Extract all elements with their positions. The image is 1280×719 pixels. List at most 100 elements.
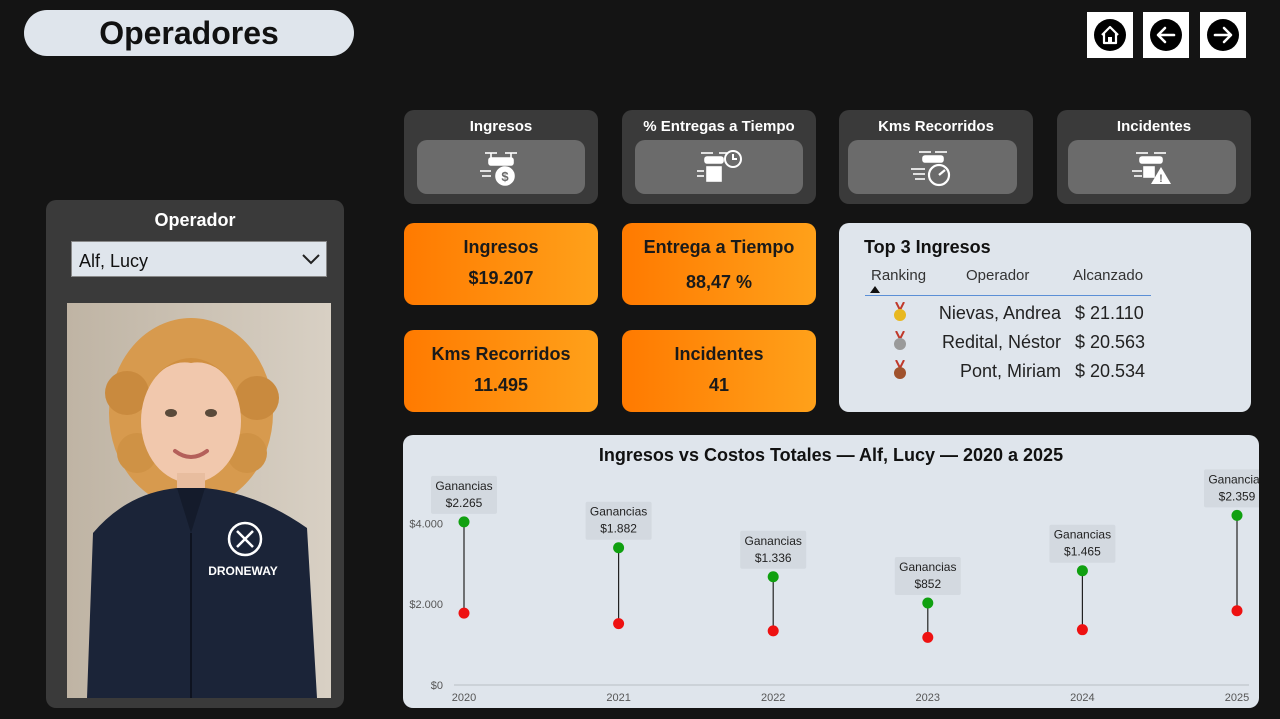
header-divider — [865, 295, 1151, 296]
operador-cell: Redital, Néstor — [941, 332, 1061, 352]
annotation-value: $852 — [914, 577, 941, 591]
ingresos-point — [613, 542, 625, 554]
annotation-label: Ganancias — [435, 479, 492, 493]
drone-clock-icon — [697, 150, 742, 182]
kpi-label: Ingresos — [463, 237, 539, 257]
category-button-ingresos[interactable]: $ — [417, 140, 585, 194]
drone-money-icon: $ — [480, 152, 517, 186]
sort-ascending-icon — [870, 286, 880, 293]
page-title: Operadores — [24, 10, 354, 56]
ingresos-point — [1231, 509, 1243, 521]
back-button[interactable] — [1143, 12, 1189, 58]
category-title: % Entregas a Tiempo — [643, 118, 795, 135]
drone-warning-icon: ! — [1132, 152, 1171, 185]
costos-point — [1231, 605, 1243, 617]
annotation-box — [1049, 524, 1116, 563]
operator-panel: Operador Alf, Lucy DRONEWAY — [46, 200, 344, 708]
operator-photo: DRONEWAY — [67, 303, 331, 698]
chart-panel: Ingresos vs Costos Totales — Alf, Lucy —… — [403, 435, 1259, 708]
annotation-value: $2.265 — [446, 496, 483, 510]
chart-title: Ingresos vs Costos Totales — Alf, Lucy —… — [598, 445, 1064, 465]
gold-medal-icon — [894, 302, 906, 321]
kpi-label: Incidentes — [674, 344, 764, 364]
top3-title: Top 3 Ingresos — [864, 237, 991, 257]
chevron-down-icon — [302, 254, 320, 265]
annotation-label: Ganancias — [590, 505, 647, 519]
kpi-entrega-a-tiempo: Entrega a Tiempo 88,47 % — [622, 223, 816, 305]
category-card-entregas: % Entregas a Tiempo — [622, 110, 816, 204]
x-tick-label: 2020 — [452, 692, 476, 704]
kpi-kms-recorridos: Kms Recorridos 11.495 — [404, 330, 598, 412]
annotation-value: $1.465 — [1064, 545, 1101, 559]
annotation-box — [431, 475, 497, 514]
annotation-label: Ganancias — [1208, 472, 1259, 486]
kpi-value: 41 — [708, 375, 730, 395]
operador-cell: Nievas, Andrea — [938, 303, 1061, 323]
arrow-left-icon — [1150, 19, 1182, 51]
forward-button[interactable] — [1200, 12, 1246, 58]
annotation-label: Ganancias — [899, 560, 956, 574]
category-button-entregas[interactable] — [635, 140, 803, 194]
category-title: Kms Recorridos — [878, 118, 994, 135]
svg-text:!: ! — [1159, 173, 1163, 185]
ingresos-point — [922, 597, 934, 609]
alcanzado-cell: $ 21.110 — [1075, 303, 1144, 323]
silver-medal-icon — [894, 331, 906, 350]
annotation-value: $2.359 — [1219, 489, 1256, 503]
x-tick-label: 2025 — [1225, 692, 1249, 704]
annotation-label: Ganancias — [745, 534, 802, 548]
kpi-incidentes: Incidentes 41 — [622, 330, 816, 412]
ingresos-point — [458, 516, 470, 528]
dumbbell-chart: $0 $2.000 $4.000 2020 Ganancias $2.265 2021 Gan… — [409, 469, 1259, 704]
category-title: Ingresos — [469, 118, 533, 135]
annotation-box — [1204, 469, 1259, 508]
category-card-ingresos: Ingresos $ — [404, 110, 598, 204]
column-header-operador[interactable]: Operador — [966, 267, 1030, 284]
category-title: Incidentes — [1116, 118, 1192, 135]
costos-point — [613, 618, 625, 630]
x-tick-label: 2022 — [761, 692, 785, 704]
home-button[interactable] — [1087, 12, 1133, 58]
annotation-box — [740, 530, 807, 569]
costos-point — [458, 607, 470, 619]
y-tick-label: $0 — [431, 680, 443, 692]
annotation-value: $1.882 — [600, 522, 637, 536]
annotation-label: Ganancias — [1054, 528, 1111, 542]
ingresos-point — [767, 571, 779, 583]
x-tick-label: 2024 — [1070, 692, 1094, 704]
costos-point — [767, 625, 779, 637]
drone-speed-icon — [910, 151, 950, 187]
column-header-ranking[interactable]: Ranking — [871, 267, 927, 284]
top3-table: Top 3 Ingresos Ranking Operador Alcanzad… — [839, 223, 1251, 412]
y-tick-label: $4.000 — [409, 518, 443, 530]
table-row[interactable]: Pont, Miriam $ 20.534 — [839, 357, 1251, 386]
category-button-kms[interactable] — [848, 140, 1017, 194]
annotation-box — [585, 501, 652, 540]
kpi-ingresos: Ingresos $19.207 — [404, 223, 598, 305]
category-card-kms: Kms Recorridos — [839, 110, 1033, 204]
operator-dropdown-value: Alf, Lucy — [79, 251, 149, 271]
kpi-label: Entrega a Tiempo — [643, 237, 795, 257]
category-card-incidentes: Incidentes ! — [1057, 110, 1251, 204]
operator-panel-title: Operador — [154, 210, 236, 230]
kpi-value: 88,47 % — [685, 272, 753, 292]
kpi-label: Kms Recorridos — [431, 344, 571, 364]
column-header-alcanzado[interactable]: Alcanzado — [1073, 267, 1144, 284]
x-tick-label: 2021 — [606, 692, 630, 704]
kpi-value: 11.495 — [473, 375, 529, 395]
costos-point — [1076, 624, 1088, 636]
category-button-incidentes[interactable]: ! — [1068, 140, 1236, 194]
kpi-value: $19.207 — [468, 268, 534, 288]
operator-dropdown[interactable]: Alf, Lucy — [71, 241, 327, 277]
droneway-logo-text: DRONEWAY — [208, 564, 278, 578]
ingresos-point — [1076, 565, 1088, 577]
arrow-right-icon — [1207, 19, 1239, 51]
table-row[interactable]: Nievas, Andrea $ 21.110 — [839, 299, 1251, 328]
table-row[interactable]: Redital, Néstor $ 20.563 — [839, 328, 1251, 357]
bronze-medal-icon — [894, 360, 906, 379]
alcanzado-cell: $ 20.563 — [1075, 332, 1146, 352]
alcanzado-cell: $ 20.534 — [1075, 361, 1146, 381]
x-tick-label: 2023 — [916, 692, 940, 704]
home-icon — [1094, 19, 1126, 51]
y-tick-label: $2.000 — [409, 599, 443, 611]
